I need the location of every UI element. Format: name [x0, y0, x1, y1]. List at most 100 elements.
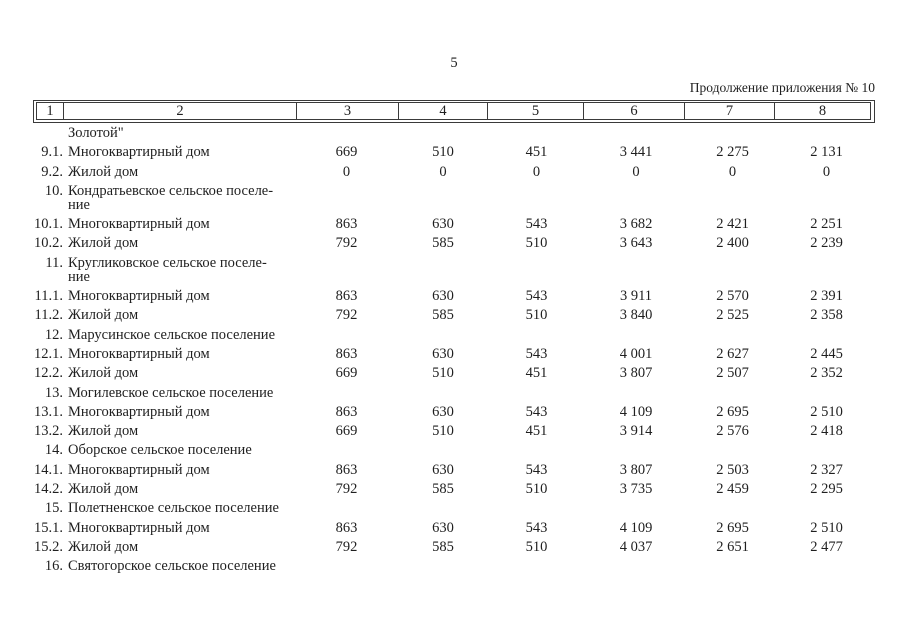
- row-value: 3 441: [619, 144, 653, 161]
- table-header-cell: 5: [487, 102, 584, 120]
- row-value: 2 251: [810, 216, 843, 233]
- row-value: [398, 386, 488, 400]
- row-value: 0: [822, 163, 831, 180]
- row-number: 10.1.: [34, 216, 63, 233]
- row-name: Многоквартирный дом: [68, 403, 210, 420]
- table-row: 15.1. Многоквартирный дом 863 630 543 4 109 2 …: [33, 519, 875, 536]
- row-value: 2 695: [716, 519, 749, 536]
- row-value: 3 840: [619, 307, 653, 324]
- row-number: 13.1.: [34, 403, 63, 420]
- row-value: 3 911: [619, 288, 653, 305]
- continuation-caption: Продолжение приложения № 10: [689, 80, 875, 95]
- row-value: 451: [525, 423, 548, 440]
- row-value: [295, 559, 398, 573]
- row-value: 451: [525, 144, 548, 161]
- row-value: [488, 126, 585, 140]
- row-value: 510: [432, 144, 454, 161]
- row-value: 543: [525, 345, 548, 362]
- row-name: Жилой дом: [68, 481, 139, 498]
- row-value: 863: [335, 461, 358, 478]
- row-value: 0: [439, 163, 447, 180]
- row-name: Многоквартирный дом: [68, 288, 210, 305]
- row-value: 2 358: [810, 307, 843, 324]
- table-body: Золотой" 9.1. Многоквартирный дом 669 510 451…: [33, 126, 875, 579]
- row-value: 585: [432, 235, 454, 252]
- row-name: Жилой дом: [68, 365, 139, 382]
- row-value: 2 295: [810, 481, 843, 498]
- row-name: Могилевское сельское поселение: [68, 384, 274, 401]
- row-value: 792: [335, 235, 358, 252]
- row-value: 4 037: [619, 538, 653, 555]
- row-value: [295, 256, 398, 284]
- table-row: 14. Оборское сельское поселение: [33, 443, 875, 458]
- row-number: 11.2.: [34, 307, 63, 324]
- row-value: 543: [525, 461, 548, 478]
- row-value: 451: [525, 365, 548, 382]
- row-value: 2 576: [716, 423, 749, 440]
- table-row: Золотой": [33, 126, 875, 141]
- table-row: 11.2. Жилой дом 792 585 510 3 840 2 525 2 358: [33, 307, 875, 324]
- row-number: 13.2.: [34, 423, 63, 440]
- row-value: 0: [632, 163, 640, 180]
- row-value: 3 807: [619, 365, 653, 382]
- row-value: [398, 126, 488, 140]
- row-value: [488, 184, 585, 212]
- row-value: [585, 184, 687, 212]
- row-number: 14.1.: [34, 461, 63, 478]
- table-header-cell: 7: [684, 102, 775, 120]
- row-value: 630: [432, 288, 454, 305]
- row-value: [295, 184, 398, 212]
- row-value: [778, 126, 875, 140]
- row-name: Многоквартирный дом: [68, 345, 210, 362]
- row-value: 3 735: [619, 481, 653, 498]
- table-row: 15.2. Жилой дом 792 585 510 4 037 2 651 2 477: [33, 538, 875, 555]
- row-value: [398, 559, 488, 573]
- row-value: 2 695: [716, 403, 749, 420]
- table-row: 11.1. Многоквартирный дом 863 630 543 3 911 2 …: [33, 288, 875, 305]
- row-value: 510: [525, 481, 548, 498]
- table-row: 10.1. Многоквартирный дом 863 630 543 3 682 2 …: [33, 216, 875, 233]
- table-row: 13.2. Жилой дом 669 510 451 3 914 2 576 2 418: [33, 423, 875, 440]
- row-value: [295, 386, 398, 400]
- row-value: 3 682: [619, 216, 653, 233]
- row-value: [488, 559, 585, 573]
- row-value: [778, 386, 875, 400]
- row-value: [687, 256, 778, 284]
- row-value: 792: [335, 538, 358, 555]
- row-name: Жилой дом: [68, 163, 139, 180]
- row-value: 543: [525, 288, 548, 305]
- row-value: [488, 256, 585, 284]
- row-value: [295, 443, 398, 457]
- row-name: Многоквартирный дом: [68, 461, 210, 478]
- row-name: Святогорское сельское поселение: [68, 558, 276, 575]
- row-value: 2 525: [716, 307, 749, 324]
- row-name: Жилой дом: [68, 235, 139, 252]
- row-value: [687, 443, 778, 457]
- row-value: 510: [525, 307, 548, 324]
- table-header-cell: 2: [63, 102, 297, 120]
- row-value: 0: [532, 163, 541, 180]
- row-name: Полетненское сельское поселение: [68, 500, 279, 517]
- row-value: 630: [432, 461, 454, 478]
- row-value: 669: [335, 423, 358, 440]
- table-row: 14.2. Жилой дом 792 585 510 3 735 2 459 2 295: [33, 481, 875, 498]
- table-row: 13. Могилевское сельское поселение: [33, 384, 875, 401]
- row-value: 0: [728, 163, 737, 180]
- row-value: 2 477: [810, 538, 843, 555]
- row-number: 15.1.: [34, 519, 63, 536]
- row-value: 543: [525, 216, 548, 233]
- table-row: 15. Полетненское сельское поселение: [33, 500, 875, 517]
- row-value: [585, 256, 687, 284]
- row-value: [687, 328, 778, 342]
- row-value: [687, 184, 778, 212]
- row-value: 2 570: [716, 288, 749, 305]
- row-value: 792: [335, 307, 358, 324]
- table-header-cell: 4: [398, 102, 488, 120]
- row-number: 9.1.: [41, 144, 63, 161]
- page-number: 5: [450, 55, 458, 71]
- row-number: 14.2.: [34, 481, 63, 498]
- row-value: 2 400: [716, 235, 749, 252]
- row-number: 10.2.: [34, 235, 63, 252]
- table-row: 13.1. Многоквартирный дом 863 630 543 4 109 2 …: [33, 403, 875, 420]
- row-value: [295, 501, 398, 515]
